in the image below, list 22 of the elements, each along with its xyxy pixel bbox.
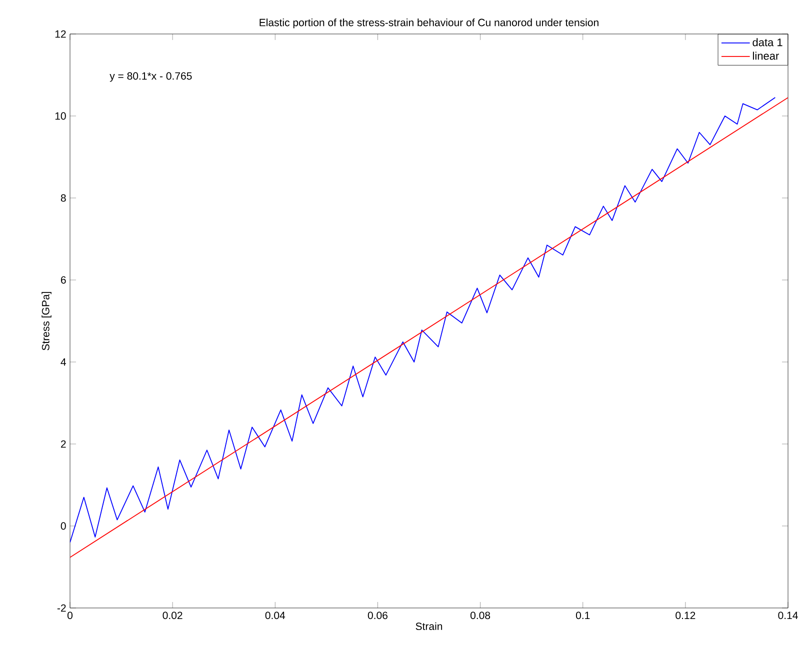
x-tick-label: 0.04 — [265, 612, 286, 620]
y-tick-label: 6 — [61, 276, 66, 284]
x-tick-label: 0.06 — [368, 612, 388, 620]
y-tick-label: -2 — [57, 604, 66, 612]
x-axis-title: Strain — [416, 622, 442, 630]
annotation: y = 80.1*x - 0.765 — [110, 72, 192, 82]
x-tick-label: 0 — [67, 612, 73, 620]
y-tick-label: 8 — [60, 194, 66, 202]
legend-label: data 1 — [752, 38, 782, 46]
y-tick-label: 0 — [60, 522, 66, 530]
y-tick-label: 2 — [61, 440, 66, 448]
x-tick-label: 0.08 — [470, 612, 490, 620]
legend-label: linear — [752, 52, 779, 60]
chart-title: Elastic portion of the stress-strain behaviour of Cu nanorod under tension — [260, 18, 598, 28]
x-tick-label: 0.12 — [676, 612, 696, 620]
y-tick-label: 10 — [55, 112, 66, 120]
x-tick-label: 0.1 — [576, 612, 590, 620]
x-tick-label: 0.02 — [162, 612, 182, 620]
y-tick-label: 12 — [55, 30, 66, 38]
y-axis-title: Stress [GPa] — [42, 292, 52, 350]
x-tick-label: 0.14 — [778, 612, 798, 620]
y-tick-label: 4 — [60, 358, 66, 366]
